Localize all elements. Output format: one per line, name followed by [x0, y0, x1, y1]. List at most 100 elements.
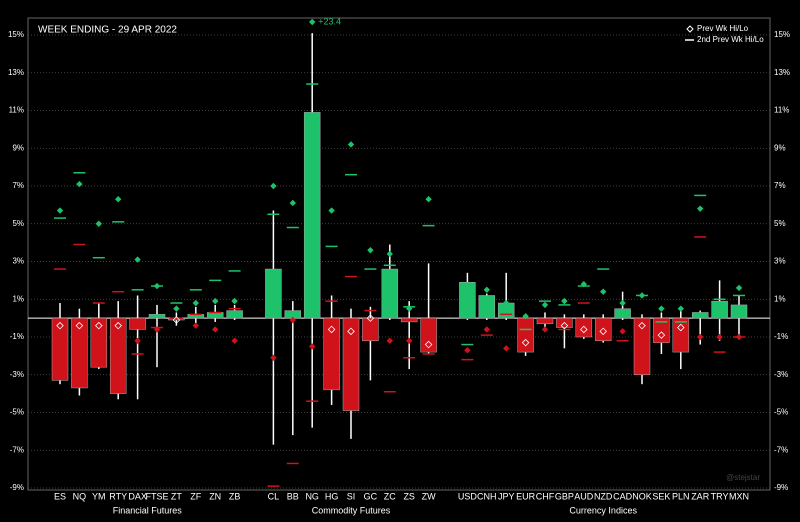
bar: [420, 317, 437, 353]
prev-lo: [735, 333, 743, 341]
prev-hi: [619, 299, 626, 307]
prev-lo: [599, 327, 607, 336]
x-tick-label: JPY: [498, 491, 515, 501]
prev-hi: [503, 299, 510, 307]
bar: [90, 317, 108, 368]
prev-hi: [231, 297, 238, 305]
plot-area: [27, 17, 771, 491]
bar: [342, 317, 360, 411]
x-tick-label: ZS: [403, 491, 415, 501]
prev-hi: [580, 280, 587, 288]
x-tick-label: ZT: [171, 491, 182, 501]
prev-lo: [366, 314, 375, 322]
x-tick-label: ZN: [209, 491, 221, 501]
prev-lo: [638, 321, 646, 330]
y-tick-label: -9%: [10, 483, 24, 492]
prev-lo: [657, 331, 666, 339]
prev-hi: [464, 313, 471, 320]
y-tick-label: 15%: [774, 30, 790, 39]
y-tick-label: -3%: [10, 370, 24, 379]
y-tick-label: 5%: [774, 219, 786, 228]
y-tick-label: 11%: [774, 106, 789, 115]
prev-lo: [270, 354, 277, 361]
prev-lo: [114, 321, 122, 330]
prev-hi: [716, 313, 723, 320]
x-tick-label: TRY: [711, 491, 729, 501]
x-tick-label: MXN: [729, 491, 749, 501]
x-tick-label: ES: [54, 491, 66, 501]
y-tick-label: 5%: [12, 219, 24, 228]
prev-hi: [134, 256, 141, 263]
prev-lo: [134, 337, 141, 344]
y-tick-label: -7%: [774, 445, 788, 454]
bar: [226, 310, 243, 319]
prev-lo: [327, 325, 336, 334]
bar: [575, 317, 593, 338]
bar: [536, 317, 554, 325]
y-tick-label: -5%: [10, 408, 24, 417]
bar: [323, 317, 340, 391]
x-tick-label: CHF: [536, 491, 555, 501]
prev-lo: [386, 337, 393, 344]
y-tick-label: 3%: [12, 257, 24, 266]
x-tick-label: SEK: [652, 491, 670, 501]
y-tick-label: 11%: [9, 106, 24, 115]
prev-hi: [425, 196, 432, 203]
bar: [400, 317, 418, 323]
bar: [71, 317, 88, 389]
legend-diamond: [686, 25, 694, 33]
bar: [691, 312, 709, 319]
x-tick-label: ZB: [229, 491, 241, 501]
prev-lo: [347, 327, 355, 336]
y-tick-label: 7%: [12, 181, 24, 190]
prev-hi: [658, 305, 665, 312]
x-tick-label: NQ: [73, 491, 87, 501]
prev-hi: [289, 199, 296, 207]
prev-hi: [115, 196, 122, 203]
prev-hi: [367, 246, 374, 254]
prev-hi: [309, 18, 316, 26]
bar: [303, 112, 321, 319]
prev-hi: [212, 297, 219, 305]
bar: [148, 314, 166, 319]
x-tick-label: RTY: [109, 491, 127, 501]
prev-hi: [76, 180, 83, 188]
bar: [206, 312, 224, 319]
prev-hi: [270, 182, 277, 190]
x-tick-label: HG: [325, 491, 339, 501]
x-tick-label: GBP: [555, 491, 574, 501]
legend-label: Prev Wk Hi/Lo: [697, 24, 749, 33]
bar: [109, 317, 127, 394]
prev-lo: [56, 321, 64, 330]
x-tick-label: USD: [458, 491, 478, 501]
x-tick-label: ZAR: [691, 491, 710, 501]
x-tick-label: SI: [347, 491, 356, 501]
prev-lo: [697, 333, 704, 341]
prev-lo: [75, 321, 84, 330]
group-label: Financial Futures: [113, 505, 183, 515]
y-tick-label: 1%: [12, 294, 24, 303]
prev-lo: [153, 326, 161, 333]
prev-lo: [619, 328, 626, 335]
prev-hi: [153, 282, 161, 290]
bar: [730, 304, 748, 319]
y-tick-label: 15%: [8, 30, 24, 39]
x-tick-label: EUR: [516, 491, 536, 501]
prev-hi: [561, 297, 568, 305]
x-tick-label: FTSE: [145, 491, 168, 501]
prev-hi: [483, 286, 490, 294]
chart-title: WEEK ENDING - 29 APR 2022: [38, 25, 177, 36]
bar: [362, 317, 379, 342]
watermark: @stejstar: [726, 473, 760, 482]
bar: [594, 317, 612, 342]
prev-hi: [735, 284, 743, 292]
x-tick-label: NZD: [594, 491, 613, 501]
y-tick-label: 9%: [774, 143, 786, 152]
x-tick-label: ZC: [384, 491, 396, 501]
x-tick-label: NOK: [632, 491, 652, 501]
y-tick-label: -9%: [774, 483, 788, 492]
prev-hi: [192, 299, 199, 307]
prev-lo: [464, 347, 471, 354]
prev-lo: [541, 326, 549, 333]
